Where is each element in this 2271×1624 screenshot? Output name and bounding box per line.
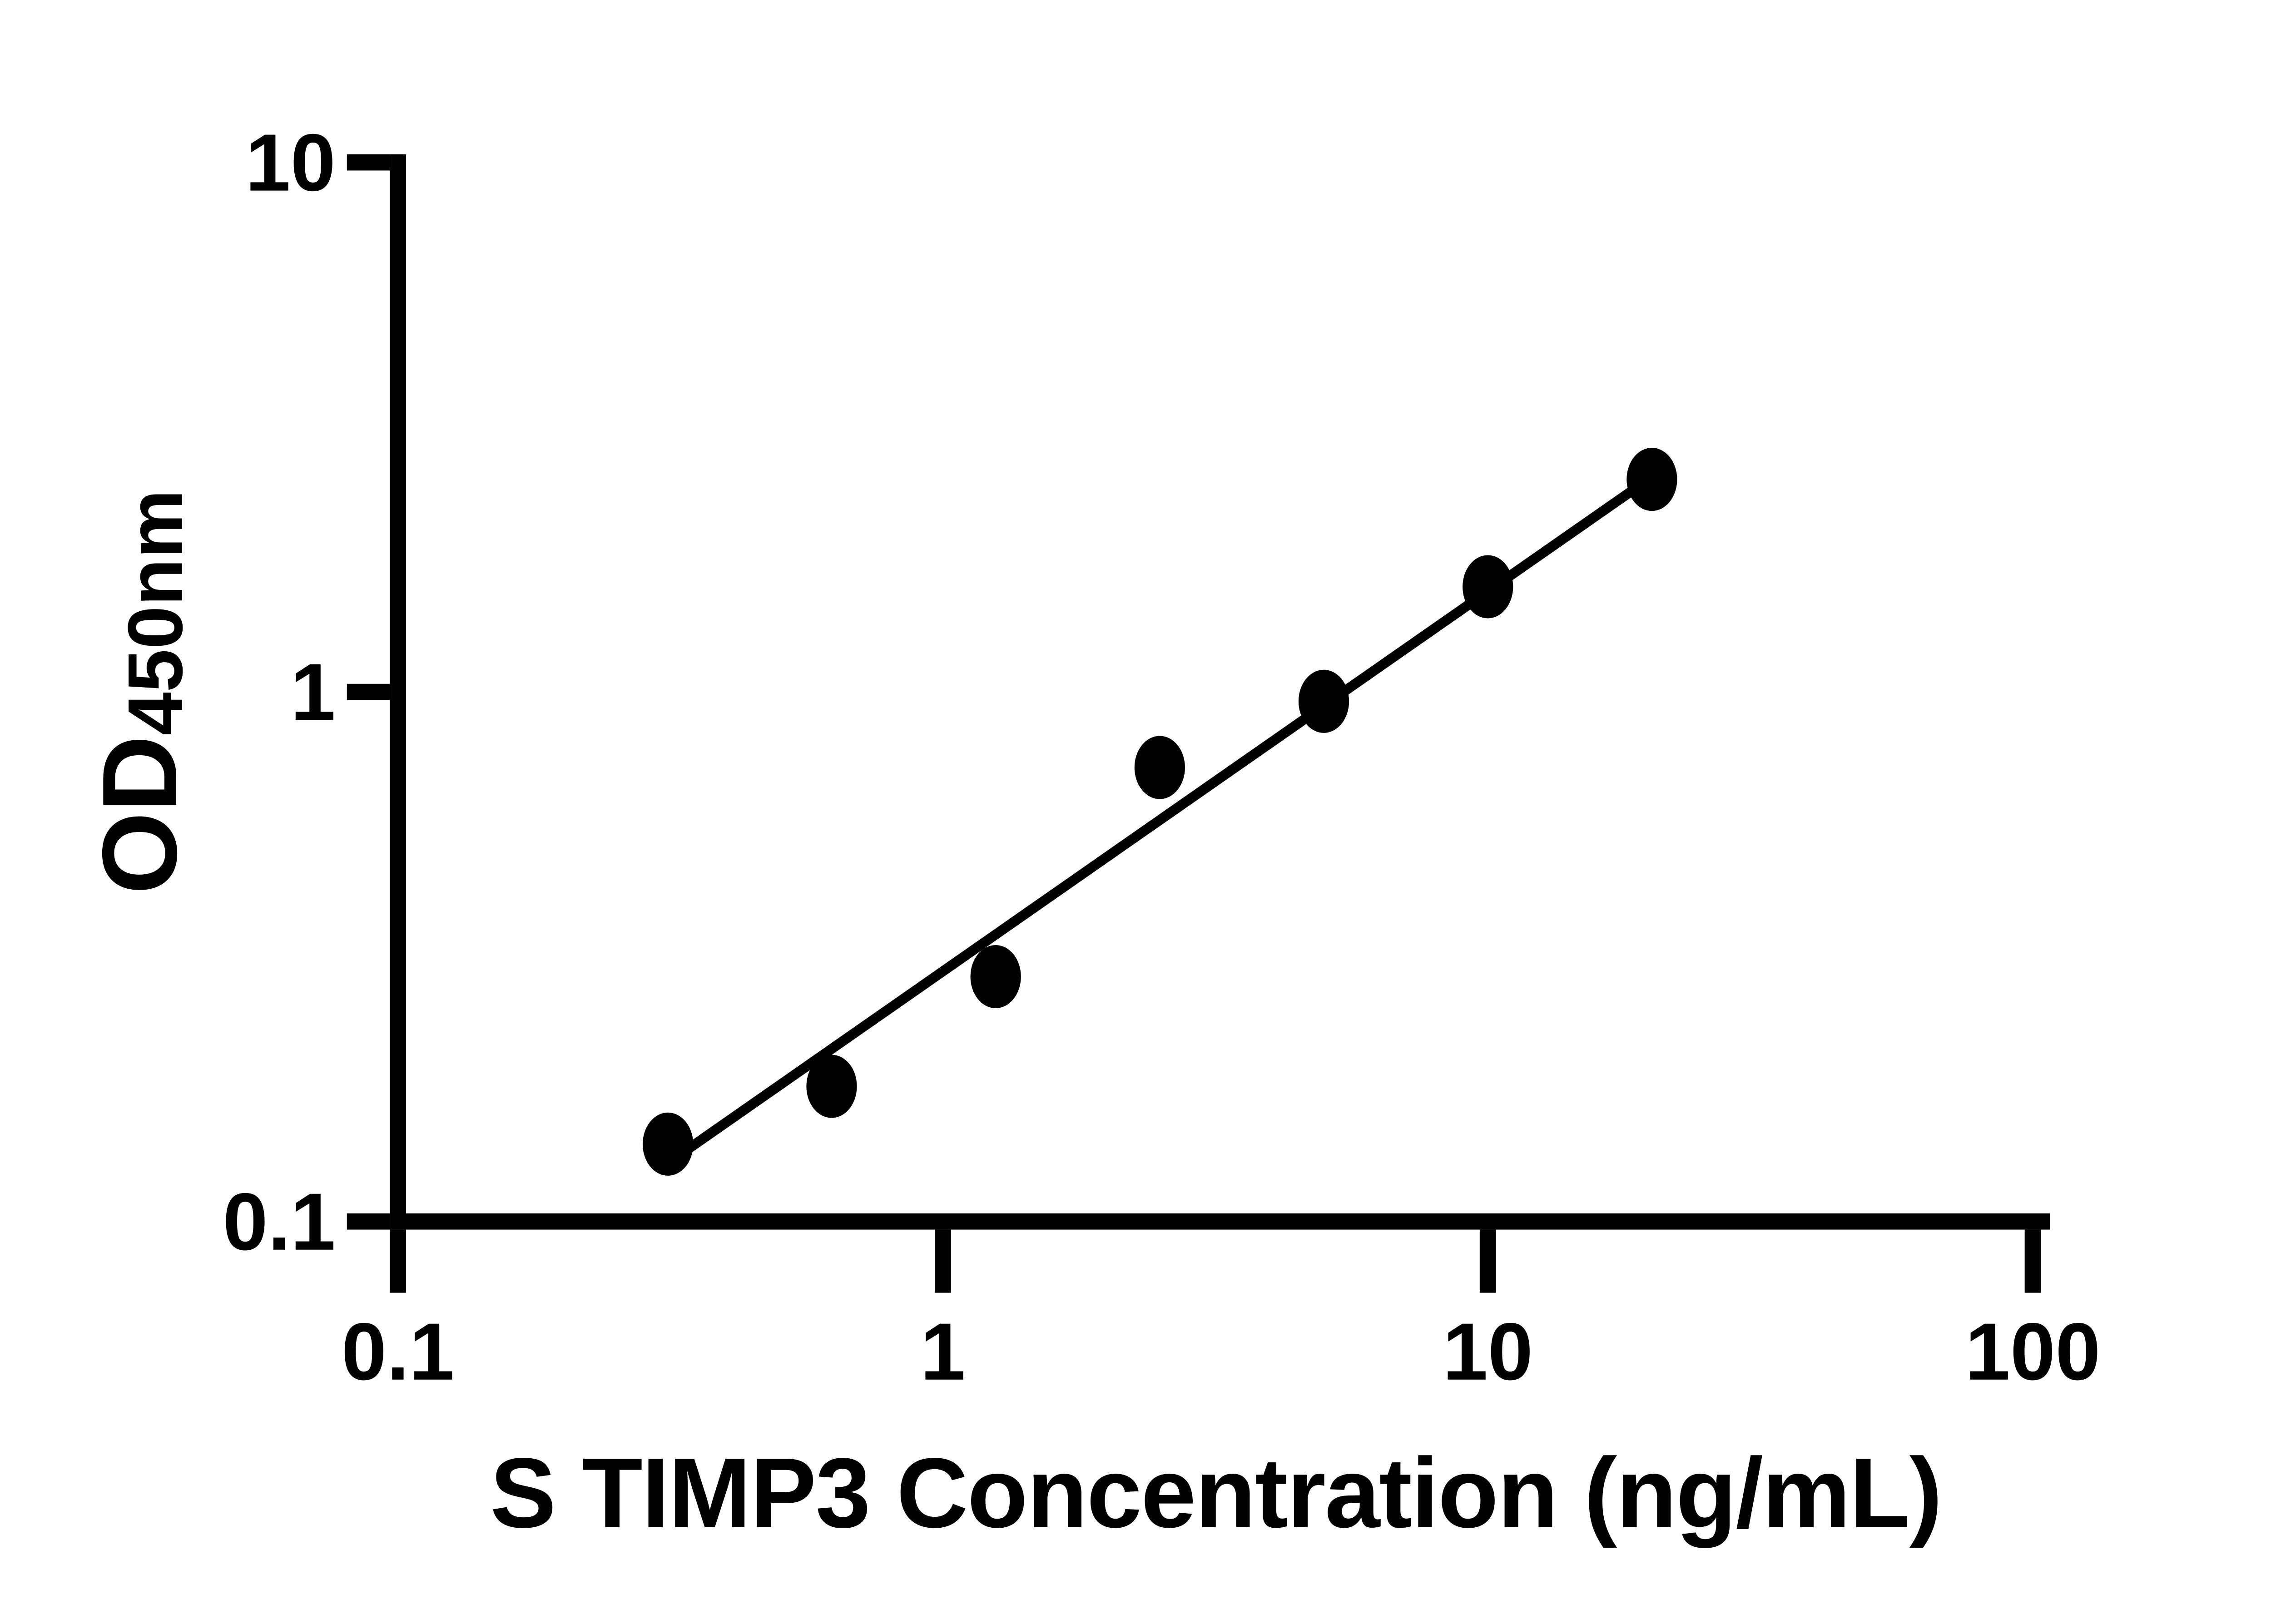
y-tick-label: 10 [245, 117, 336, 208]
x-tick [935, 1229, 951, 1293]
data-point [1463, 555, 1513, 619]
y-tick-label: 1 [291, 647, 336, 738]
y-axis-title-subscript: 450nm [112, 490, 198, 735]
x-axis-tick-labels: 0.1 1 10 100 [342, 1306, 2101, 1397]
data-point [1134, 736, 1185, 799]
y-axis-ticks [347, 154, 390, 1230]
data-point [970, 945, 1021, 1009]
y-tick [347, 683, 390, 700]
y-axis-title: OD450nm [81, 490, 199, 894]
x-tick [390, 1229, 406, 1293]
x-tick-label: 10 [1443, 1306, 1533, 1397]
y-axis-tick-labels: 10 1 0.1 [223, 117, 336, 1267]
y-tick [347, 1213, 390, 1230]
x-tick [1479, 1229, 1496, 1293]
y-axis-title-main: OD [81, 735, 199, 894]
y-axis-line [390, 154, 406, 1230]
data-point [1626, 448, 1677, 511]
x-tick-label: 1 [920, 1306, 965, 1397]
x-tick [2024, 1229, 2041, 1293]
x-tick-label: 100 [1965, 1306, 2100, 1397]
data-point [642, 1112, 694, 1176]
y-tick [347, 154, 390, 171]
y-tick-label: 0.1 [223, 1176, 336, 1267]
x-axis-line [390, 1213, 2050, 1230]
x-tick-label: 0.1 [342, 1306, 455, 1397]
data-point [806, 1055, 857, 1118]
x-axis-ticks [390, 1229, 2041, 1293]
data-point [1298, 669, 1349, 733]
x-axis-title: S TIMP3 Concentration (ng/mL) [490, 1438, 1942, 1549]
data-points [642, 448, 1677, 1176]
